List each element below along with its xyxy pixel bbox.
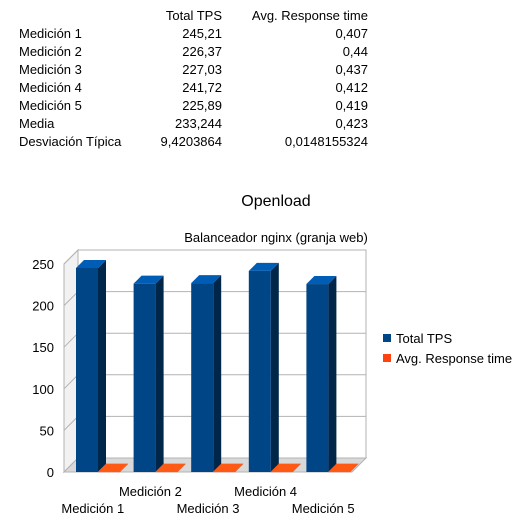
bar-total-tps [248,270,271,472]
plot-area: 0 50 100 150 200 250 Medición 1 Medición 2 Medic… [32,248,368,516]
table-header-row: Total TPS Avg. Response time [15,7,368,25]
bar-top [306,276,337,285]
avg-response-cell: 0,44 [342,44,368,59]
total-tps-cell: 9,4203864 [160,134,222,149]
total-tps-cell: 227,03 [182,62,222,77]
y-tick-label: 250 [32,257,54,272]
bar-side [292,463,301,472]
avg-response-cell: 0,419 [335,98,368,113]
total-tps-cell: 225,89 [182,98,222,113]
bar-avg-response-time [155,471,178,473]
side-wall [63,248,79,474]
avg-response-cell: 0,437 [335,62,368,77]
row-label: Medición 5 [19,98,82,113]
bar-total-tps [191,283,214,472]
total-tps-cell: 233,244 [175,116,222,131]
bar-top [76,259,106,268]
bar-top [133,275,164,284]
bar-side [120,463,128,472]
total-tps-cell: 226,37 [182,44,222,59]
table-row: Media 233,244 0,423 [15,115,368,133]
bar-avg-response-time [270,471,293,473]
bar-total-tps [76,267,98,472]
chart: Openload Balanceador nginx (granja web) … [32,193,512,516]
legend-swatch [383,354,391,362]
bar-side [350,463,359,472]
avg-response-cell: 0,0148155324 [284,134,368,149]
x-tick-label: Medición 5 [292,501,355,516]
y-tick-label: 150 [32,340,54,355]
bar-top [155,463,186,472]
legend: Total TPS Avg. Response time [383,331,512,366]
bar-avg-response-time [213,471,236,473]
table-row: Medición 1 245,21 0,407 [15,25,368,43]
bar-top [213,463,244,472]
x-tick-label: Medición 3 [177,501,240,516]
row-label: Medición 4 [19,80,82,95]
bar-top [98,463,128,472]
bar-top [191,275,222,284]
table-header-cell: Total TPS [165,8,222,23]
x-tick-label: Medición 2 [119,484,182,499]
table-header-cell [15,7,123,25]
y-tick-label: 0 [47,465,54,480]
x-tick-label: Medición 1 [61,501,124,516]
bar-side [328,276,337,472]
row-label: Medición 3 [19,62,82,77]
bar-avg-response-time [328,471,351,473]
table-row: Desviación Típica 9,4203864 0,0148155324 [15,133,368,151]
table-row: Medición 4 241,72 0,412 [15,79,368,97]
bar-top [328,463,359,472]
bar-side [155,275,164,472]
table-row: Medición 3 227,03 0,437 [15,61,368,79]
row-label: Desviación Típica [19,134,122,149]
bar-side [270,262,279,472]
bar-side [177,463,186,472]
bar-total-tps [306,284,329,472]
chart-subtitle: Balanceador nginx (granja web) [184,230,368,245]
row-label: Medición 1 [19,26,82,41]
bar-avg-response-time [98,471,120,473]
legend-label: Total TPS [396,331,452,346]
bar-top [270,463,301,472]
data-table: Total TPS Avg. Response time Medición 1 … [15,7,368,151]
bar-side [213,275,222,472]
row-label: Media [19,116,55,131]
table-header-cell: Avg. Response time [251,8,368,23]
chart-title: Openload [241,193,310,210]
x-tick-label: Medición 4 [234,484,297,499]
bar-total-tps [133,283,156,472]
legend-swatch [383,334,391,342]
total-tps-cell: 245,21 [182,26,222,41]
bar-side [235,463,244,472]
y-tick-label: 100 [32,382,54,397]
y-tick-label: 50 [40,423,54,438]
y-tick-label: 200 [32,299,54,314]
total-tps-cell: 241,72 [182,80,222,95]
bar-top [248,262,279,271]
bar-side [98,259,106,472]
gridline [63,249,366,265]
table-row: Medición 5 225,89 0,419 [15,97,368,115]
table-row: Medición 2 226,37 0,44 [15,43,368,61]
avg-response-cell: 0,407 [335,26,368,41]
avg-response-cell: 0,412 [335,80,368,95]
avg-response-cell: 0,423 [335,116,368,131]
row-label: Medición 2 [19,44,82,59]
legend-label: Avg. Response time [396,351,512,366]
